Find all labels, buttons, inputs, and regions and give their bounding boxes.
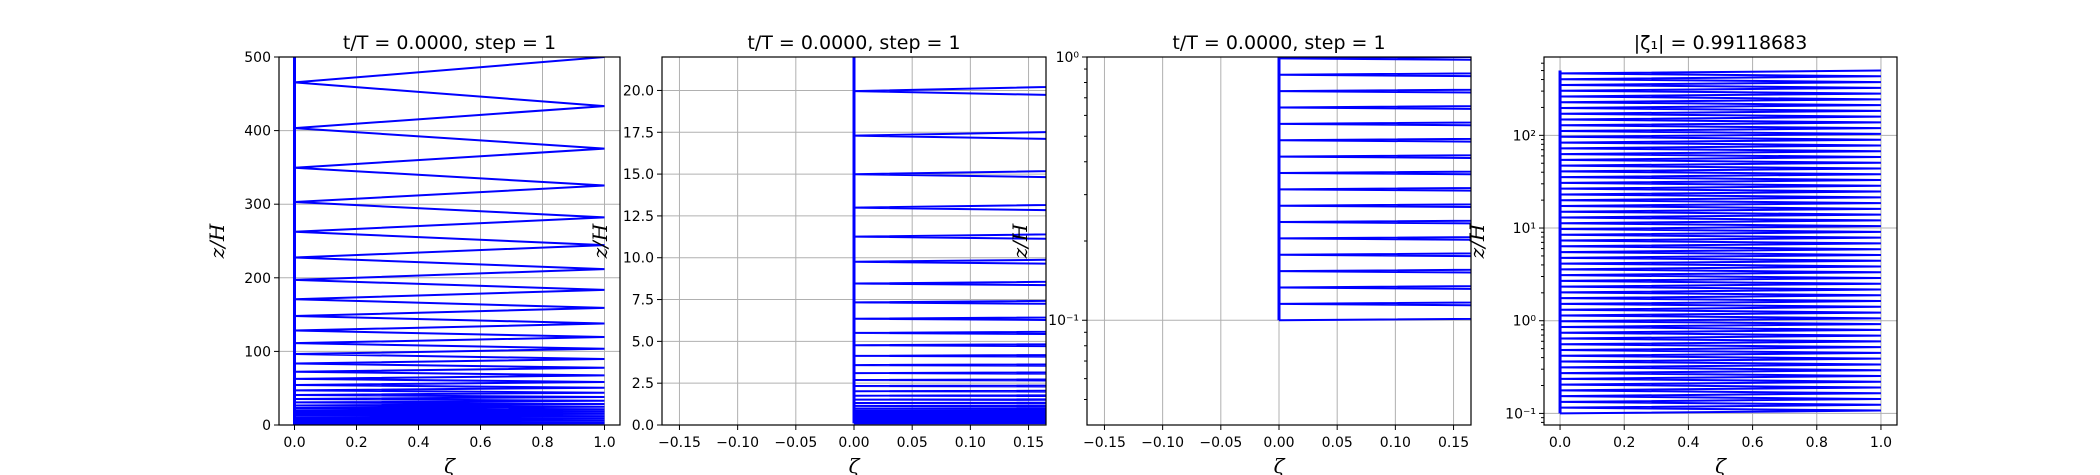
x-tick-label: −0.10: [1141, 435, 1184, 451]
axes-frame: [1543, 56, 1898, 426]
y-tick-label: 17.5: [623, 125, 654, 141]
y-tick-label: 7.5: [632, 293, 654, 309]
x-tick-label: 1.0: [593, 435, 615, 451]
y-tick-label: 10⁰: [1056, 50, 1080, 66]
x-tick-label: 0.6: [1741, 435, 1763, 451]
x-tick-label: 0.0: [1549, 435, 1571, 451]
x-tick-label: 0.8: [1806, 435, 1828, 451]
y-axis-label: z/H: [588, 223, 612, 259]
x-tick-label: 0.4: [1677, 435, 1699, 451]
y-tick-label: 10.0: [623, 251, 654, 267]
x-tick-label: 0.2: [1613, 435, 1635, 451]
y-tick-label: 400: [244, 124, 271, 140]
x-tick-label: −0.15: [658, 435, 701, 451]
y-axis-label: z/H: [1008, 223, 1032, 259]
y-tick-label: 300: [244, 197, 271, 213]
x-axis-label: ζ: [444, 454, 456, 475]
x-axis-label: ζ: [1274, 454, 1286, 475]
x-axis-label: ζ: [1715, 454, 1727, 475]
chart-title: |ζ₁| = 0.99118683: [1634, 32, 1808, 54]
x-tick-label: 0.0: [283, 435, 305, 451]
x-axis-label: ζ: [849, 454, 861, 475]
y-tick-label: 10⁰: [1513, 314, 1537, 330]
axes-frame: [278, 56, 621, 426]
y-tick-label: 15.0: [623, 167, 654, 183]
x-tick-label: 0.00: [838, 435, 869, 451]
x-tick-label: 0.15: [1438, 435, 1469, 451]
y-tick-label: 200: [244, 271, 271, 287]
x-tick-label: 0.10: [1380, 435, 1411, 451]
x-tick-label: −0.10: [716, 435, 759, 451]
x-tick-label: 0.2: [345, 435, 367, 451]
x-tick-label: 0.4: [407, 435, 429, 451]
x-tick-label: 0.05: [897, 435, 928, 451]
y-tick-label: 12.5: [623, 209, 654, 225]
y-tick-label: 10²: [1513, 128, 1536, 144]
panel-3: −0.15 −0.10 −0.05 0.00 0.05 0.10 0.15 10⁻¹ 10⁰ t/…: [1008, 32, 1472, 475]
x-tick-label: 0.10: [955, 435, 986, 451]
y-tick-label: 10⁻¹: [1505, 406, 1536, 422]
x-tick-label: 0.6: [469, 435, 491, 451]
x-tick-label: 0.8: [531, 435, 553, 451]
y-tick-label: 0.0: [632, 418, 654, 434]
y-tick-label: 100: [244, 344, 271, 360]
panel-2: −0.15 −0.10 −0.05 0.00 0.05 0.10 0.15 0.0 2.5 5.0…: [588, 32, 1047, 475]
y-tick-label: 20.0: [623, 83, 654, 99]
panel-1: 0.0 0.2 0.4 0.6 0.8 1.0 0 100 200 300 400 500 t/T = …: [205, 32, 621, 475]
y-tick-label: 0: [262, 418, 271, 434]
y-tick-label: 2.5: [632, 376, 654, 392]
y-axis-label: z/H: [205, 223, 229, 259]
chart-title: t/T = 0.0000, step = 1: [343, 32, 556, 54]
chart-title: t/T = 0.0000, step = 1: [1172, 32, 1385, 54]
x-tick-label: 0.15: [1013, 435, 1044, 451]
x-tick-label: −0.05: [1199, 435, 1242, 451]
profile-line: [294, 57, 605, 425]
panel-4: 0.0 0.2 0.4 0.6 0.8 1.0 10⁻¹ 10⁰ 10¹ 10² |ζ₁| = 0.…: [1465, 32, 1898, 475]
chart-title: t/T = 0.0000, step = 1: [747, 32, 960, 54]
x-tick-label: 0.05: [1322, 435, 1353, 451]
y-tick-label: 500: [244, 50, 271, 66]
y-axis-label: z/H: [1465, 223, 1489, 259]
y-tick-label: 5.0: [632, 334, 654, 350]
x-tick-label: 0.00: [1263, 435, 1294, 451]
y-tick-label: 10⁻¹: [1048, 313, 1079, 329]
x-tick-label: 1.0: [1870, 435, 1892, 451]
profile-line: [1560, 69, 1881, 415]
x-tick-label: −0.05: [774, 435, 817, 451]
y-tick-label: 10¹: [1513, 221, 1536, 237]
x-tick-label: −0.15: [1083, 435, 1126, 451]
